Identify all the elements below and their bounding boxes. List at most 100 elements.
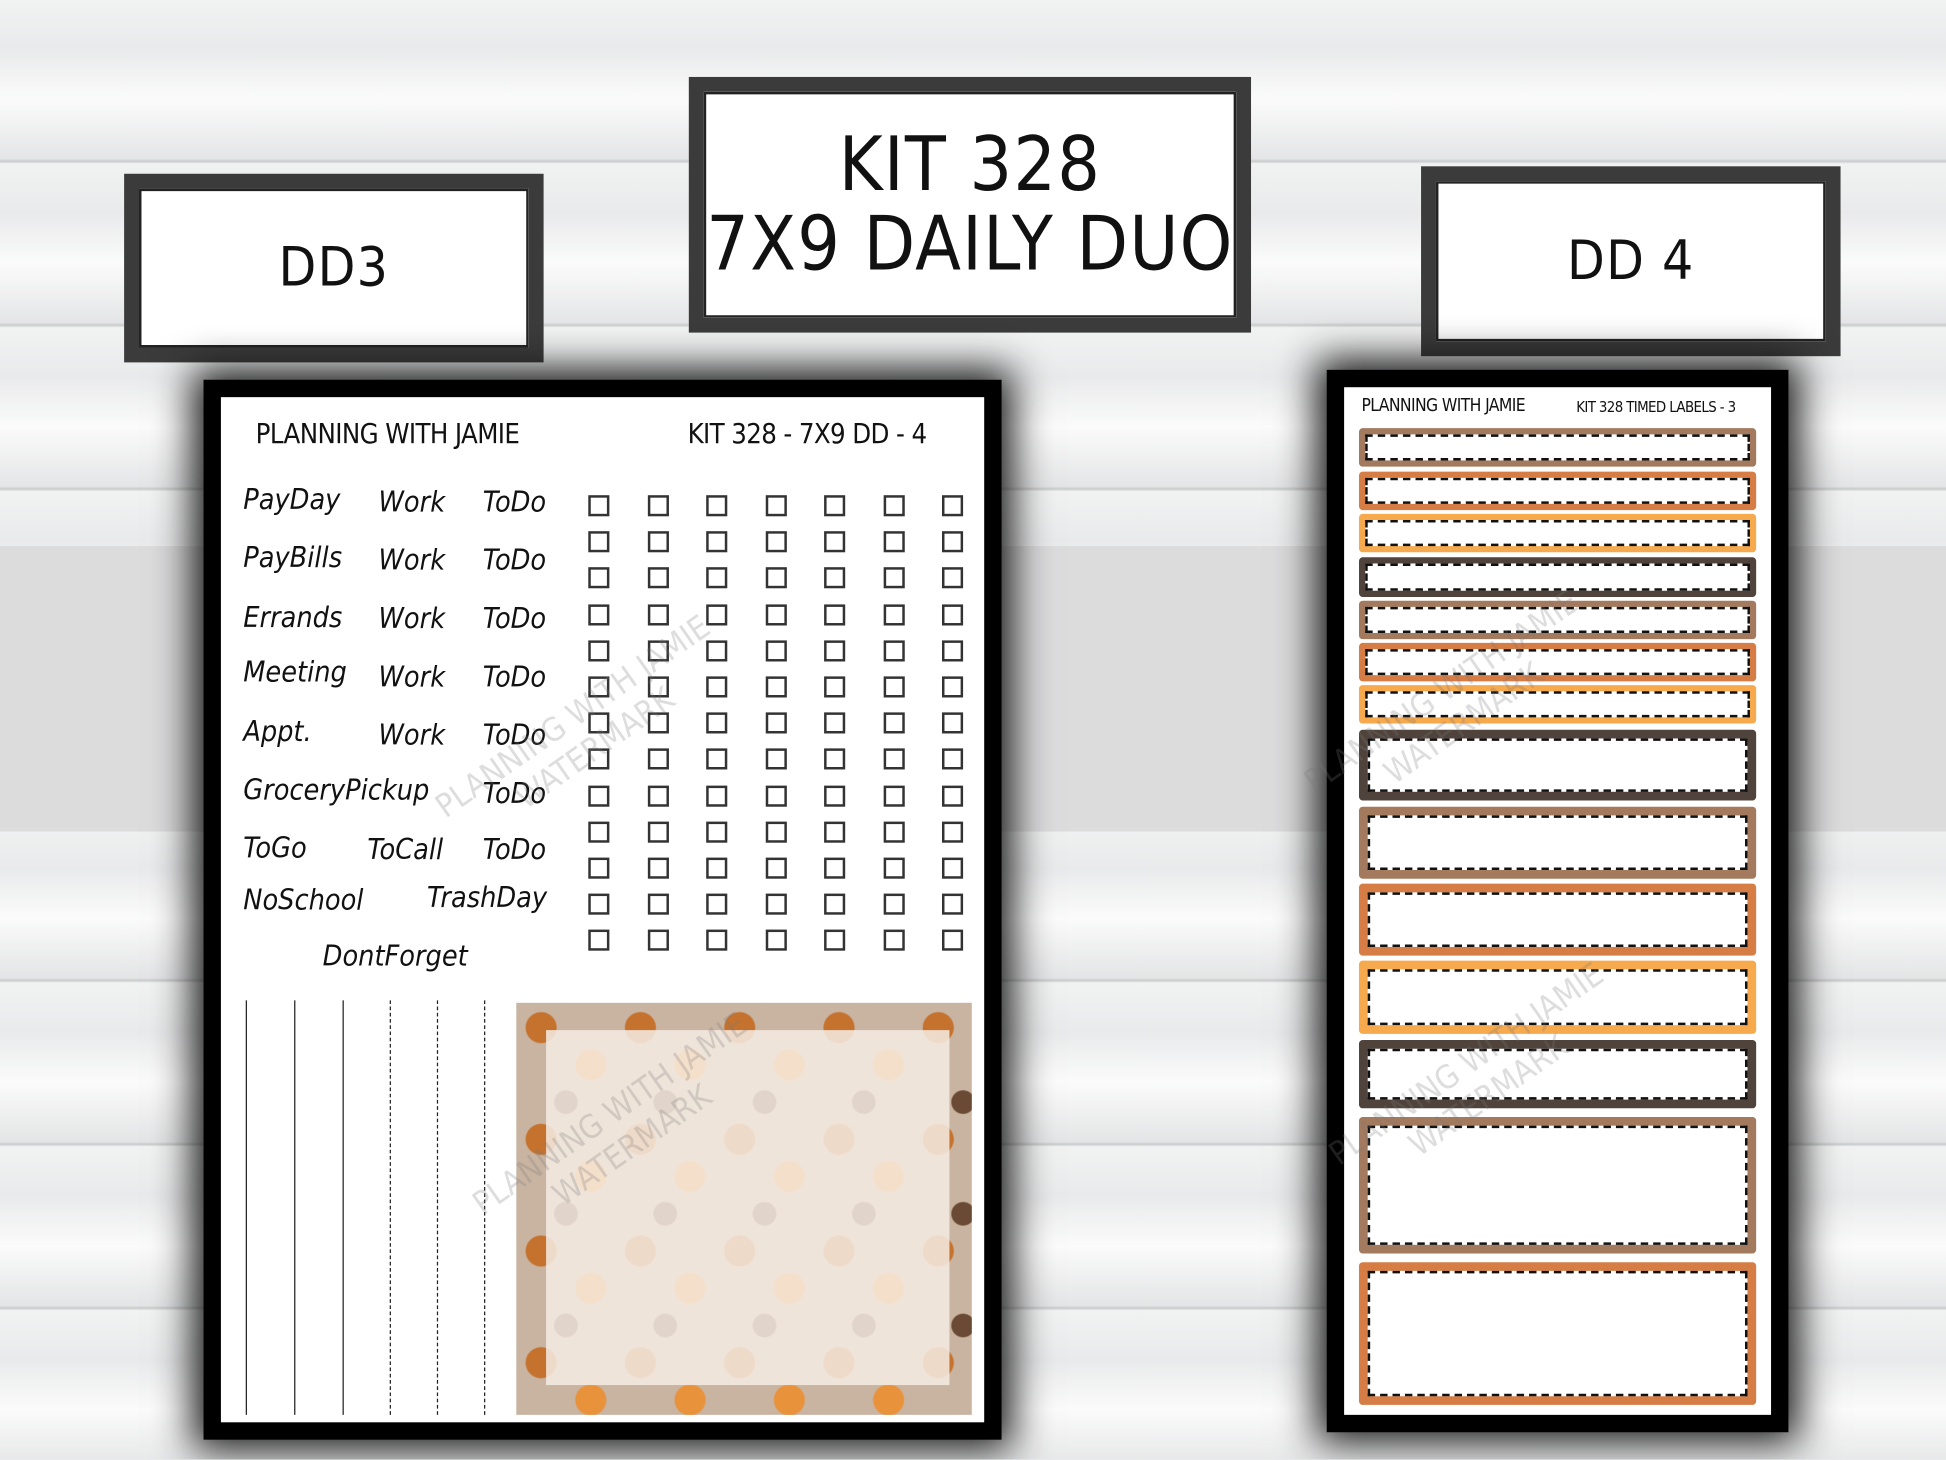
sticker-label: NoSchool — [243, 884, 364, 918]
timed-label-sticker — [1359, 883, 1757, 956]
sticker-label: ToCall — [367, 834, 444, 867]
checkbox-sticker — [588, 857, 610, 879]
checkbox-sticker — [588, 748, 610, 770]
checkbox-sticker — [765, 857, 787, 879]
sticker-label: Meeting — [243, 656, 347, 689]
sticker-label: ToDo — [482, 719, 547, 753]
sticker-label: PayBills — [243, 542, 343, 575]
checkbox-sticker — [706, 785, 728, 807]
checkbox-sticker — [706, 531, 728, 553]
label-writing-area — [1367, 1270, 1748, 1397]
checkbox-sticker — [824, 857, 846, 879]
checkbox-sticker — [588, 531, 610, 553]
checkbox-sticker — [883, 821, 905, 843]
checkbox-sticker — [941, 785, 964, 807]
checkbox-sticker — [647, 531, 669, 553]
sticker-label: Appt. — [243, 716, 312, 749]
checkbox-sticker — [647, 640, 669, 662]
timed-label-sticker — [1359, 642, 1757, 682]
timed-label-sticker — [1359, 1040, 1757, 1109]
sheet-brand: PLANNING WITH JAMIE — [1361, 395, 1525, 416]
checkbox-sticker — [588, 567, 610, 589]
sticker-label: ToDo — [482, 486, 547, 519]
checkbox-sticker — [824, 748, 846, 770]
tag-dd3: DD3 — [124, 173, 544, 363]
dashed-line — [436, 1000, 439, 1415]
checkbox-sticker — [765, 893, 787, 915]
checkbox-sticker — [765, 676, 787, 698]
checkbox-sticker — [941, 603, 964, 626]
sticker-label: Work — [378, 661, 446, 694]
checkbox-sticker — [706, 676, 728, 698]
timed-label-sticker — [1359, 600, 1757, 640]
checkbox-sticker — [647, 603, 669, 626]
checkbox-sticker — [588, 785, 610, 807]
checkbox-sticker — [883, 857, 905, 879]
sticker-label: Work — [378, 544, 446, 578]
checkbox-sticker — [883, 531, 905, 553]
checkbox-sticker — [765, 603, 787, 626]
checkbox-sticker — [588, 676, 610, 698]
checkbox-sticker — [765, 567, 787, 589]
checkbox-sticker — [765, 785, 787, 807]
timed-label-sticker — [1359, 960, 1757, 1034]
checkbox-sticker — [706, 893, 728, 915]
label-writing-area — [1367, 738, 1748, 792]
solid-line — [245, 1000, 247, 1415]
sticker-label: GroceryPickup — [243, 774, 430, 807]
sticker-label: Work — [378, 719, 446, 753]
label-writing-area — [1367, 969, 1748, 1026]
checkbox-sticker — [941, 640, 964, 662]
checkbox-sticker — [647, 857, 669, 879]
checkbox-sticker — [824, 785, 846, 807]
label-writing-area — [1365, 520, 1750, 547]
checkbox-sticker — [883, 567, 905, 589]
label-writing-area — [1367, 1048, 1748, 1100]
sticker-label: ToDo — [482, 544, 547, 578]
checkbox-sticker — [765, 930, 787, 952]
checkbox-sticker — [647, 821, 669, 843]
checkbox-sticker — [941, 748, 964, 770]
checkbox-sticker — [824, 567, 846, 589]
checkbox-sticker — [824, 603, 846, 626]
timed-label-sticker — [1359, 1116, 1757, 1254]
checkbox-sticker — [883, 785, 905, 807]
checkbox-sticker — [824, 676, 846, 698]
checkbox-sticker — [706, 495, 728, 517]
checkbox-sticker — [588, 821, 610, 843]
checkbox-sticker — [588, 712, 610, 734]
label-writing-area — [1367, 1125, 1748, 1245]
checkbox-sticker — [883, 495, 905, 517]
sticker-label: ToDo — [482, 834, 547, 867]
checkbox-sticker — [647, 712, 669, 734]
sticker-label: Work — [378, 486, 446, 519]
sticker-label: Work — [378, 603, 446, 636]
checkbox-sticker — [941, 567, 964, 589]
checkbox-sticker — [765, 640, 787, 662]
checkbox-sticker — [824, 930, 846, 952]
timed-label-sticker — [1359, 557, 1757, 597]
sticker-label: ToDo — [482, 661, 547, 694]
checkbox-sticker — [706, 712, 728, 734]
label-writing-area — [1365, 434, 1750, 461]
checkbox-sticker — [765, 712, 787, 734]
checkbox-sticker — [647, 893, 669, 915]
checkbox-sticker — [941, 857, 964, 879]
checkbox-sticker — [588, 495, 610, 517]
checkbox-sticker — [941, 676, 964, 698]
checkbox-sticker — [647, 930, 669, 952]
title-tag: KIT 328 7X9 DAILY DUO — [688, 76, 1252, 333]
checkbox-sticker — [824, 821, 846, 843]
label-writing-area — [1365, 477, 1750, 504]
sticker-label: DontForget — [322, 940, 468, 974]
checkbox-sticker — [883, 640, 905, 662]
note-panel — [546, 1030, 950, 1386]
checkbox-sticker — [824, 640, 846, 662]
timed-label-sticker — [1359, 1262, 1757, 1405]
checkbox-sticker — [706, 640, 728, 662]
title-line1: KIT 328 — [838, 121, 1102, 209]
title-line2: 7X9 DAILY DUO — [706, 201, 1234, 288]
tag-text: DD 4 — [1567, 228, 1695, 293]
checkbox-sticker — [588, 603, 610, 626]
checkbox-sticker — [941, 712, 964, 734]
